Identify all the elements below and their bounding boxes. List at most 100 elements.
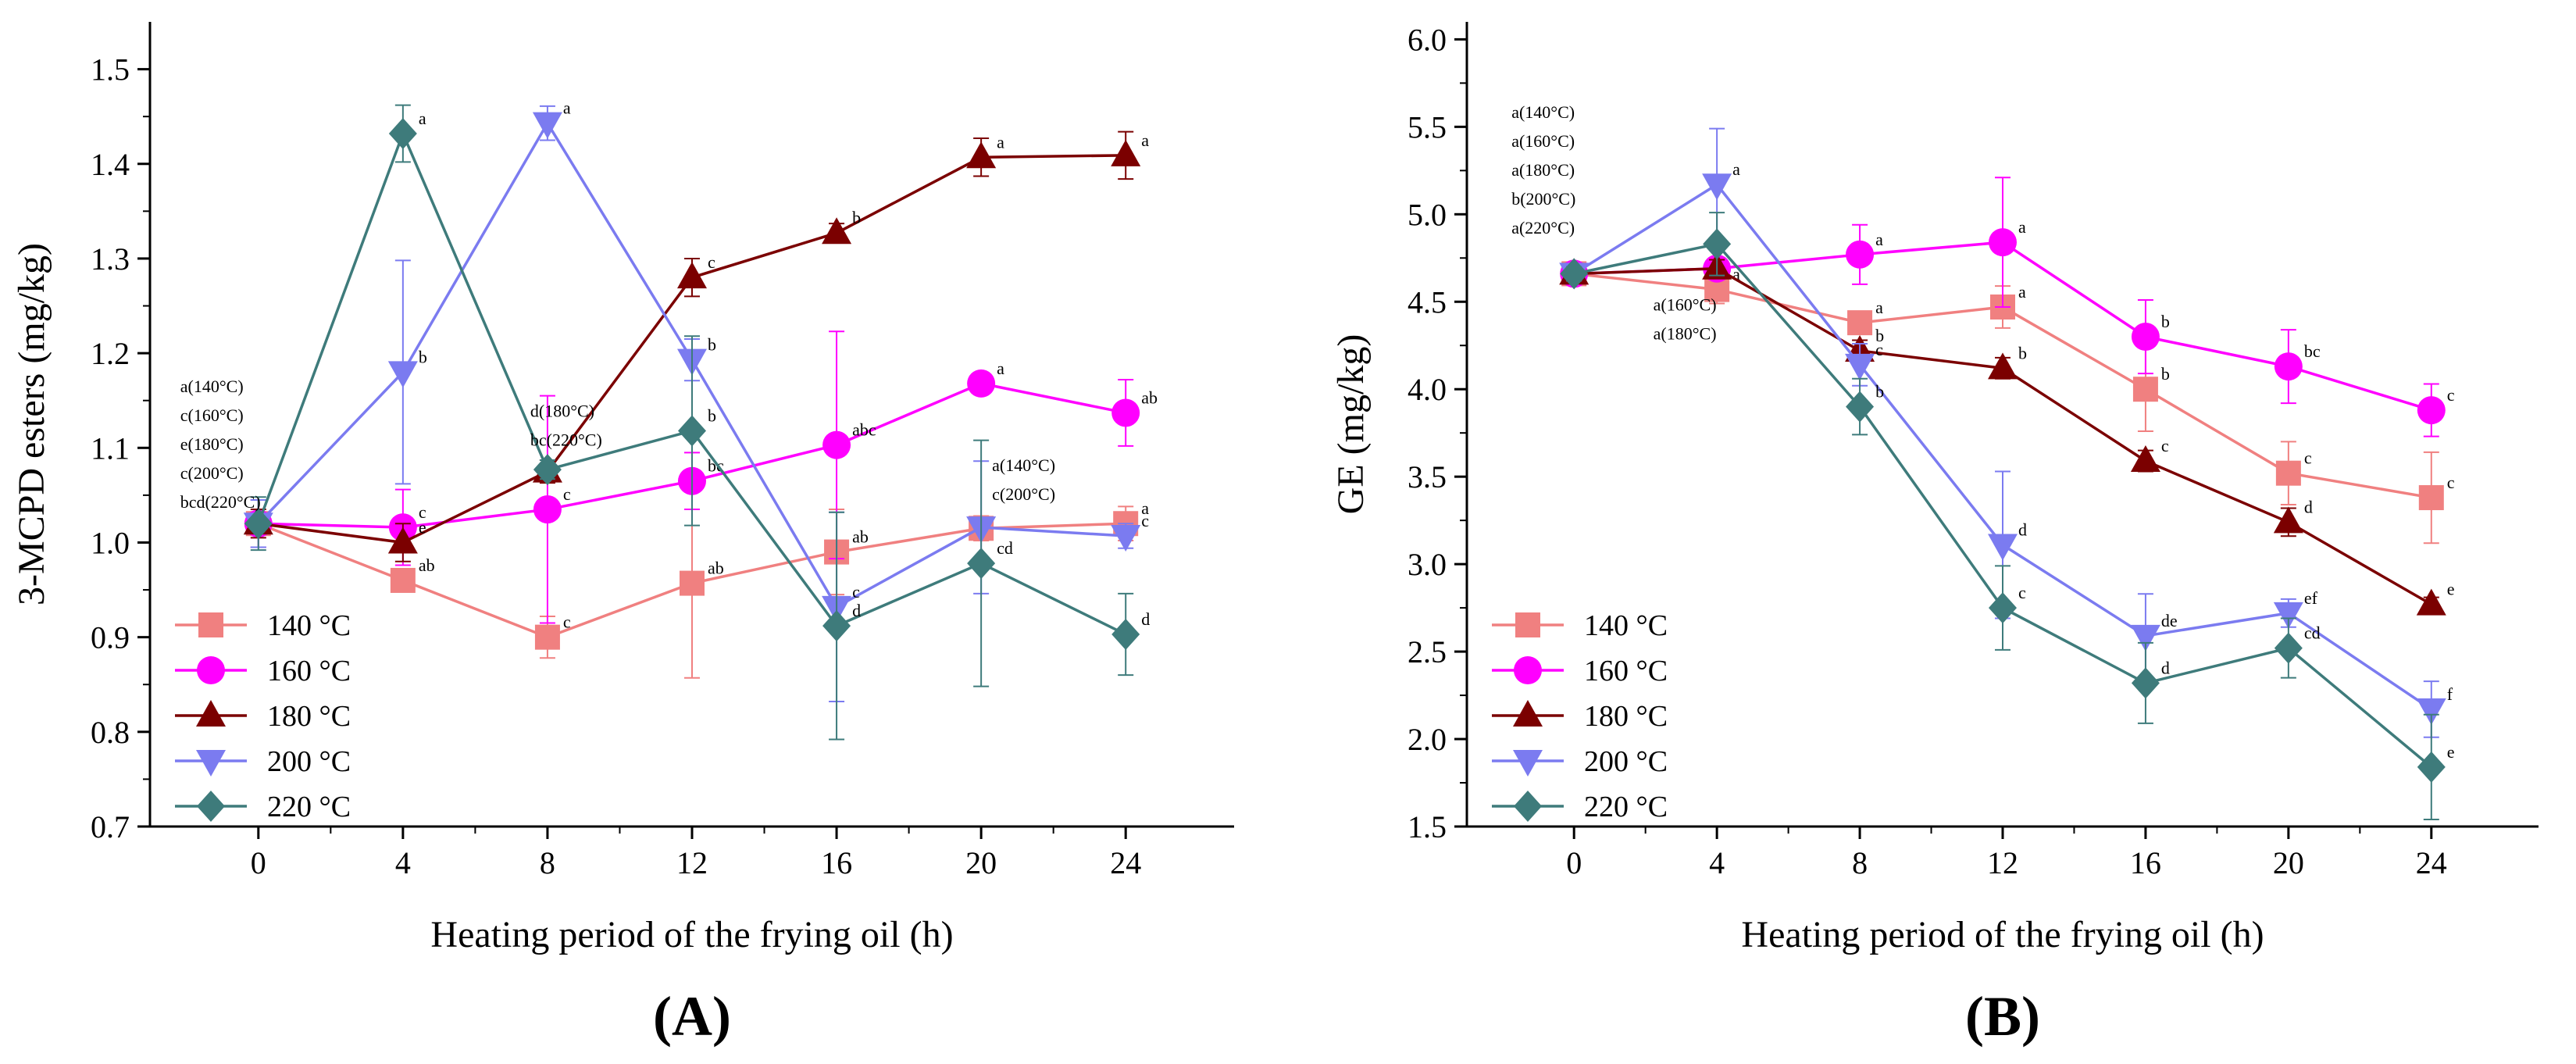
a-significance-label: d (852, 601, 861, 620)
a-data-point (1111, 398, 1140, 427)
a-x-tick-label: 8 (540, 845, 555, 880)
b-significance-label: c (2161, 436, 2169, 455)
b-annotation-line: a(160°C) (1511, 131, 1575, 151)
b-annotation-0: a(140°C) a(160°C) a(180°C) b(200°C) a(220°C) (1511, 102, 1575, 237)
b-significance-label: b (1875, 326, 1884, 345)
a-annotation-line: c(200°C) (180, 463, 244, 483)
a-significance-label: c (563, 484, 571, 504)
a-y-tick-label: 0.7 (91, 809, 130, 844)
a-significance-label: e (419, 517, 426, 537)
a-data-point (822, 430, 851, 459)
b-data-point (1702, 173, 1732, 201)
b-legend-label: 200 °C (1584, 745, 1668, 778)
a-annotation-line: bcd(220°C) (180, 492, 261, 512)
b-significance-label: c (1875, 340, 1883, 359)
b-data-point (2275, 460, 2301, 486)
b-significance-label: d (2304, 497, 2313, 516)
b-x-tick-label: 8 (1852, 845, 1868, 880)
b-data-point (2417, 751, 2446, 783)
a-legend-marker (196, 750, 226, 777)
a-significance-label: cd (997, 538, 1013, 558)
a-data-point (680, 570, 705, 596)
b-y-tick-label: 5.5 (1408, 109, 1447, 145)
a-data-point (677, 262, 707, 289)
b-y-tick-label: 1.5 (1408, 809, 1447, 844)
a-annotation-line: c(160°C) (180, 405, 244, 425)
a-significance-label: a (997, 132, 1004, 152)
a-data-point (822, 610, 851, 642)
a-y-tick-label: 1.4 (91, 147, 130, 182)
a-significance-label: a (419, 109, 426, 128)
b-data-point (2274, 632, 2303, 664)
a-legend-label: 140 °C (267, 609, 351, 642)
b-significance-label: cd (2304, 623, 2321, 643)
b-significance-label: f (2447, 684, 2453, 704)
a-significance-label: ab (1141, 387, 1158, 407)
a-series-0: ab c ab ab a (245, 487, 1149, 679)
b-significance-label: e (2447, 742, 2455, 762)
b-data-point (2273, 506, 2303, 534)
a-y-tick-label: 1.3 (91, 241, 130, 277)
b-x-tick-label: 0 (1566, 845, 1582, 880)
a-annotation-0: a(140°C) c(160°C) e(180°C) c(200°C) bcd(220°… (180, 377, 261, 512)
a-data-point (966, 141, 997, 169)
a-significance-label: c (1141, 511, 1149, 530)
b-significance-label: c (2018, 583, 2026, 602)
b-data-point (1988, 534, 2018, 561)
a-annotation-1: d(180°C) bc(220°C) (530, 402, 602, 450)
b-significance-label: a (1875, 298, 1883, 317)
b-data-point (2132, 377, 2158, 402)
b-significance-label: bc (2304, 341, 2321, 361)
b-data-point (2130, 624, 2160, 652)
b-y-tick-label: 4.0 (1408, 372, 1447, 407)
a-significance-label: ab (419, 555, 435, 575)
a-annotation-2: a(140°C) c(200°C) (992, 455, 1055, 504)
b-significance-label: a (2018, 217, 2026, 237)
a-annotation-line: a(140°C) (180, 377, 244, 396)
b-significance-label: d (2018, 520, 2027, 540)
b-data-point (2418, 485, 2444, 511)
b-legend-marker (1513, 750, 1543, 777)
a-legend-label: 200 °C (267, 745, 351, 778)
b-annotation-1: a(160°C) a(180°C) (1654, 295, 1717, 343)
a-y-tick-label: 1.5 (91, 52, 130, 87)
b-x-axis-title: Heating period of the frying oil (h) (1741, 914, 2264, 955)
b-data-point (1846, 240, 1875, 269)
b-legend-label: 140 °C (1584, 609, 1668, 642)
b-data-point (2274, 352, 2303, 381)
a-significance-label: a (1141, 498, 1149, 518)
a-significance-label: b (419, 347, 427, 366)
b-significance-label: c (2447, 473, 2455, 492)
a-significance-label: c (419, 502, 426, 522)
b-data-point (1989, 592, 2017, 624)
a-data-point (244, 508, 273, 540)
a-legend-marker (197, 656, 225, 684)
b-data-point (1989, 228, 2017, 257)
a-y-tick-label: 0.9 (91, 620, 130, 655)
b-y-tick-label: 2.5 (1408, 634, 1447, 669)
a-significance-label: b (708, 405, 716, 425)
b-data-point (2131, 667, 2160, 699)
a-y-tick-label: 1.2 (91, 336, 130, 371)
b-data-point (2130, 445, 2160, 473)
a-significance-label: d (1141, 609, 1150, 629)
b-data-point (1988, 352, 2018, 380)
b-annotation-line: a(220°C) (1511, 218, 1575, 237)
panel-b-chart: 1.5 2.0 2.5 3.0 3.5 4.0 4.5 5.0 5.5 6.0 0 4 8 12 16 20 2… (1330, 22, 2539, 1048)
b-significance-label: b (2018, 343, 2027, 362)
b-x-tick-label: 20 (2273, 845, 2304, 880)
b-legend-marker (1514, 656, 1542, 684)
a-legend-label: 160 °C (267, 655, 351, 687)
b-significance-label: a (2018, 282, 2026, 302)
b-significance-label: d (2161, 658, 2170, 677)
b-significance-label: b (1875, 382, 1884, 402)
b-legend-label: 220 °C (1584, 791, 1668, 823)
b-data-point (1845, 353, 1875, 380)
b-data-point (1703, 228, 1732, 260)
a-significance-label: ab (708, 559, 724, 578)
b-y-tick-label: 5.0 (1408, 197, 1447, 232)
b-x-tick-label: 12 (1987, 845, 2018, 880)
